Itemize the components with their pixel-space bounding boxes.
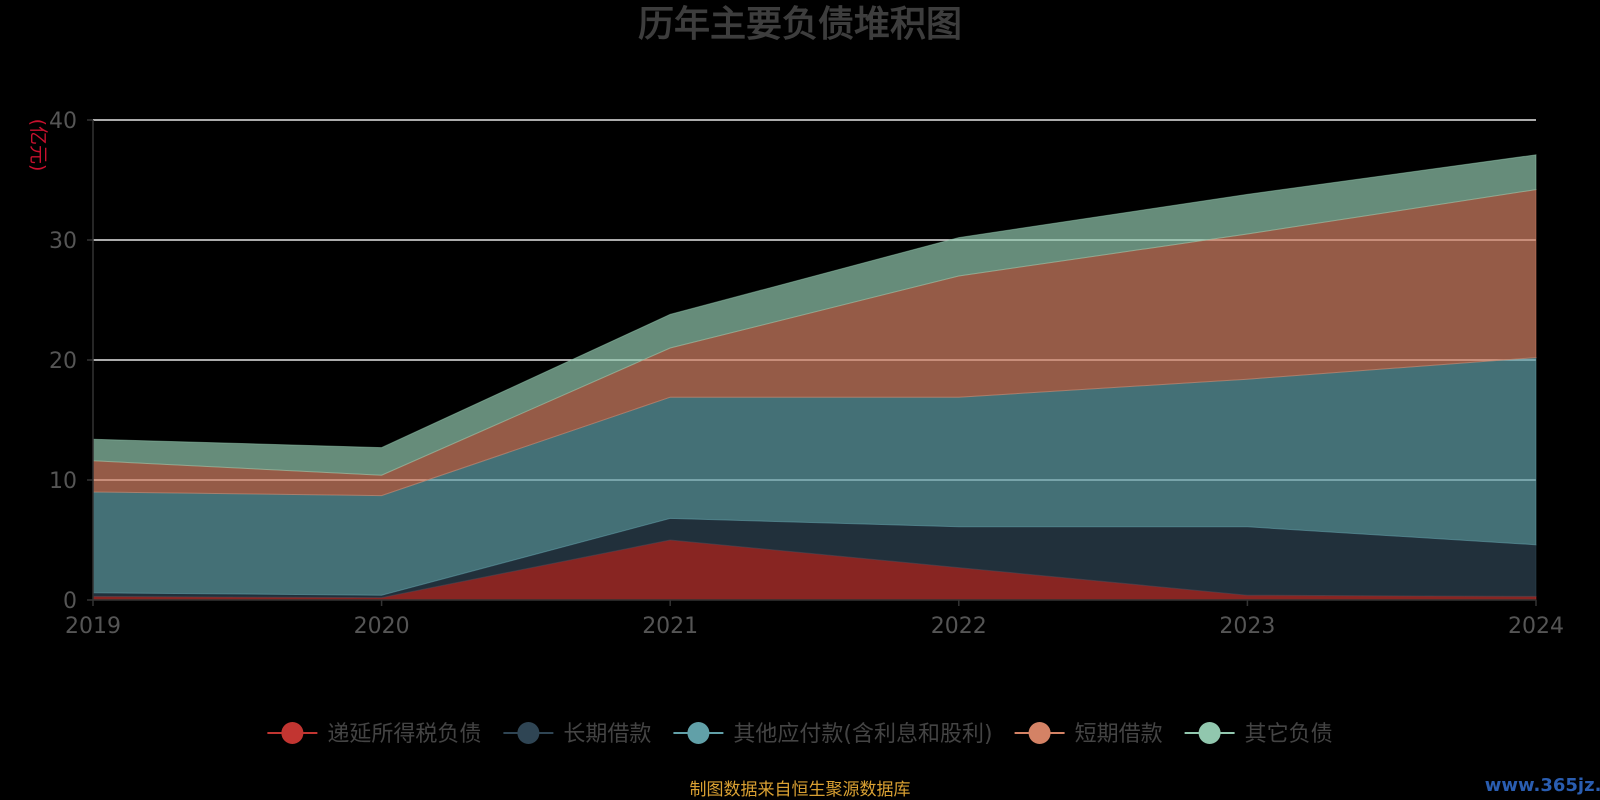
- axes: 0 10 20 30 40 2019 2020 2021 2022 2023 2024: [49, 109, 1564, 639]
- x-tick-label: 2022: [931, 614, 987, 639]
- chart-title: 历年主要负债堆积图: [638, 4, 962, 45]
- legend-label: 递延所得税负债: [327, 722, 481, 747]
- y-tick-label: 40: [49, 109, 77, 134]
- x-tick-label: 2020: [354, 614, 410, 639]
- legend-label: 长期借款: [563, 722, 651, 747]
- y-tick-label: 20: [49, 349, 77, 374]
- watermark-text: www.365jz.com: [1485, 775, 1600, 796]
- legend-item-4[interactable]: 短期借款: [1014, 722, 1163, 747]
- legend-label: 短期借款: [1075, 722, 1163, 747]
- legend-marker: [687, 722, 710, 744]
- area-series: [92, 154, 1537, 601]
- legend-label: 其他应付款(含利息和股利): [733, 722, 992, 747]
- data-source-note: 制图数据来自恒生聚源数据库: [690, 780, 911, 800]
- legend-marker: [517, 722, 540, 744]
- y-tick-label: 0: [63, 589, 77, 614]
- area-series-5: [92, 154, 1537, 476]
- legend-item-1[interactable]: 递延所得税负债: [267, 722, 481, 747]
- x-tick-label: 2024: [1508, 614, 1564, 639]
- legend-label: 其它负债: [1245, 722, 1333, 747]
- legend[interactable]: 递延所得税负债 长期借款 其他应付款(含利息和股利) 短期借款 其它负债: [267, 722, 1333, 747]
- y-tick-label: 30: [49, 229, 77, 254]
- legend-marker: [1028, 722, 1051, 744]
- y-axis-unit-label: (亿元): [27, 119, 49, 172]
- legend-item-5[interactable]: 其它负债: [1184, 722, 1333, 747]
- legend-marker: [281, 722, 304, 744]
- legend-item-3[interactable]: 其他应付款(含利息和股利): [673, 722, 993, 747]
- x-tick-label: 2021: [642, 614, 698, 639]
- legend-item-2[interactable]: 长期借款: [503, 722, 651, 747]
- legend-marker: [1198, 722, 1221, 744]
- x-tick-label: 2019: [65, 614, 121, 639]
- y-tick-label: 10: [49, 469, 77, 494]
- x-tick-label: 2023: [1219, 614, 1275, 639]
